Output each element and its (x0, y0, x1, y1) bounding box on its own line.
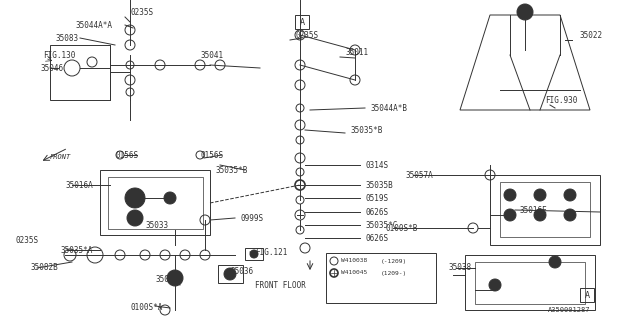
Bar (295, 15, 309, 29)
Circle shape (125, 188, 145, 208)
Bar (580, 288, 594, 302)
Text: 35022: 35022 (580, 30, 603, 39)
Text: A: A (300, 18, 305, 27)
Text: 0235S: 0235S (15, 236, 38, 244)
Text: 35057A: 35057A (405, 171, 433, 180)
Bar (245, 248, 263, 260)
Text: 35035*B: 35035*B (215, 165, 248, 174)
Circle shape (564, 189, 576, 201)
Circle shape (224, 268, 236, 280)
Text: 0999S: 0999S (240, 213, 263, 222)
Text: 35044A*A: 35044A*A (75, 20, 112, 29)
Text: 35038: 35038 (448, 263, 471, 273)
Text: 35041: 35041 (200, 51, 223, 60)
Bar (108, 177, 203, 229)
Text: (-1209): (-1209) (381, 259, 407, 263)
Text: 0235S: 0235S (130, 7, 153, 17)
Text: 35044A*B: 35044A*B (370, 103, 407, 113)
Bar (475, 262, 585, 304)
Text: 35046: 35046 (40, 63, 63, 73)
Text: 0156S: 0156S (115, 150, 138, 159)
Circle shape (504, 209, 516, 221)
Bar (326, 253, 436, 303)
Text: A: A (584, 291, 589, 300)
Text: FIG.121: FIG.121 (255, 247, 287, 257)
Circle shape (534, 209, 546, 221)
Circle shape (250, 250, 258, 258)
Circle shape (167, 270, 183, 286)
Circle shape (127, 210, 143, 226)
Bar (465, 255, 595, 310)
Circle shape (534, 189, 546, 201)
Circle shape (489, 279, 501, 291)
Text: 35036: 35036 (230, 268, 253, 276)
Bar (490, 175, 600, 245)
Circle shape (564, 209, 576, 221)
Text: FRONT FLOOR: FRONT FLOOR (255, 281, 305, 290)
Text: 35035B: 35035B (365, 180, 393, 189)
Text: FIG.130: FIG.130 (43, 51, 76, 60)
Text: 0100S*B: 0100S*B (385, 223, 417, 233)
Text: 0314S: 0314S (365, 161, 388, 170)
Text: 0235S: 0235S (295, 30, 318, 39)
Text: 35016A: 35016A (65, 180, 93, 189)
Text: 35035*A: 35035*A (60, 245, 92, 254)
Circle shape (504, 189, 516, 201)
Text: 0519S: 0519S (365, 194, 388, 203)
Text: 0626S: 0626S (365, 234, 388, 243)
Text: 0626S: 0626S (365, 207, 388, 217)
Text: W410045: W410045 (341, 270, 367, 276)
Text: A350001287: A350001287 (548, 307, 591, 313)
Text: (1209-): (1209-) (381, 270, 407, 276)
Bar (218, 265, 243, 283)
Text: FRONT: FRONT (50, 154, 71, 160)
Text: 0156S: 0156S (200, 150, 223, 159)
Text: 35035*C: 35035*C (365, 220, 397, 229)
Bar (500, 182, 590, 237)
Text: 35033: 35033 (145, 220, 168, 229)
Text: 35083: 35083 (55, 34, 78, 43)
Text: 35082B: 35082B (30, 263, 58, 273)
Text: W410038: W410038 (341, 259, 367, 263)
Text: 0100S*A: 0100S*A (130, 303, 163, 313)
Text: 35031: 35031 (155, 276, 178, 284)
Circle shape (517, 4, 533, 20)
Bar (100, 170, 210, 235)
Circle shape (164, 192, 176, 204)
Text: 35016E: 35016E (520, 205, 548, 214)
Text: FIG.930: FIG.930 (545, 95, 577, 105)
Text: 35035*B: 35035*B (350, 125, 382, 134)
Text: 35011: 35011 (345, 47, 368, 57)
Circle shape (549, 256, 561, 268)
Bar (50, 45, 110, 100)
